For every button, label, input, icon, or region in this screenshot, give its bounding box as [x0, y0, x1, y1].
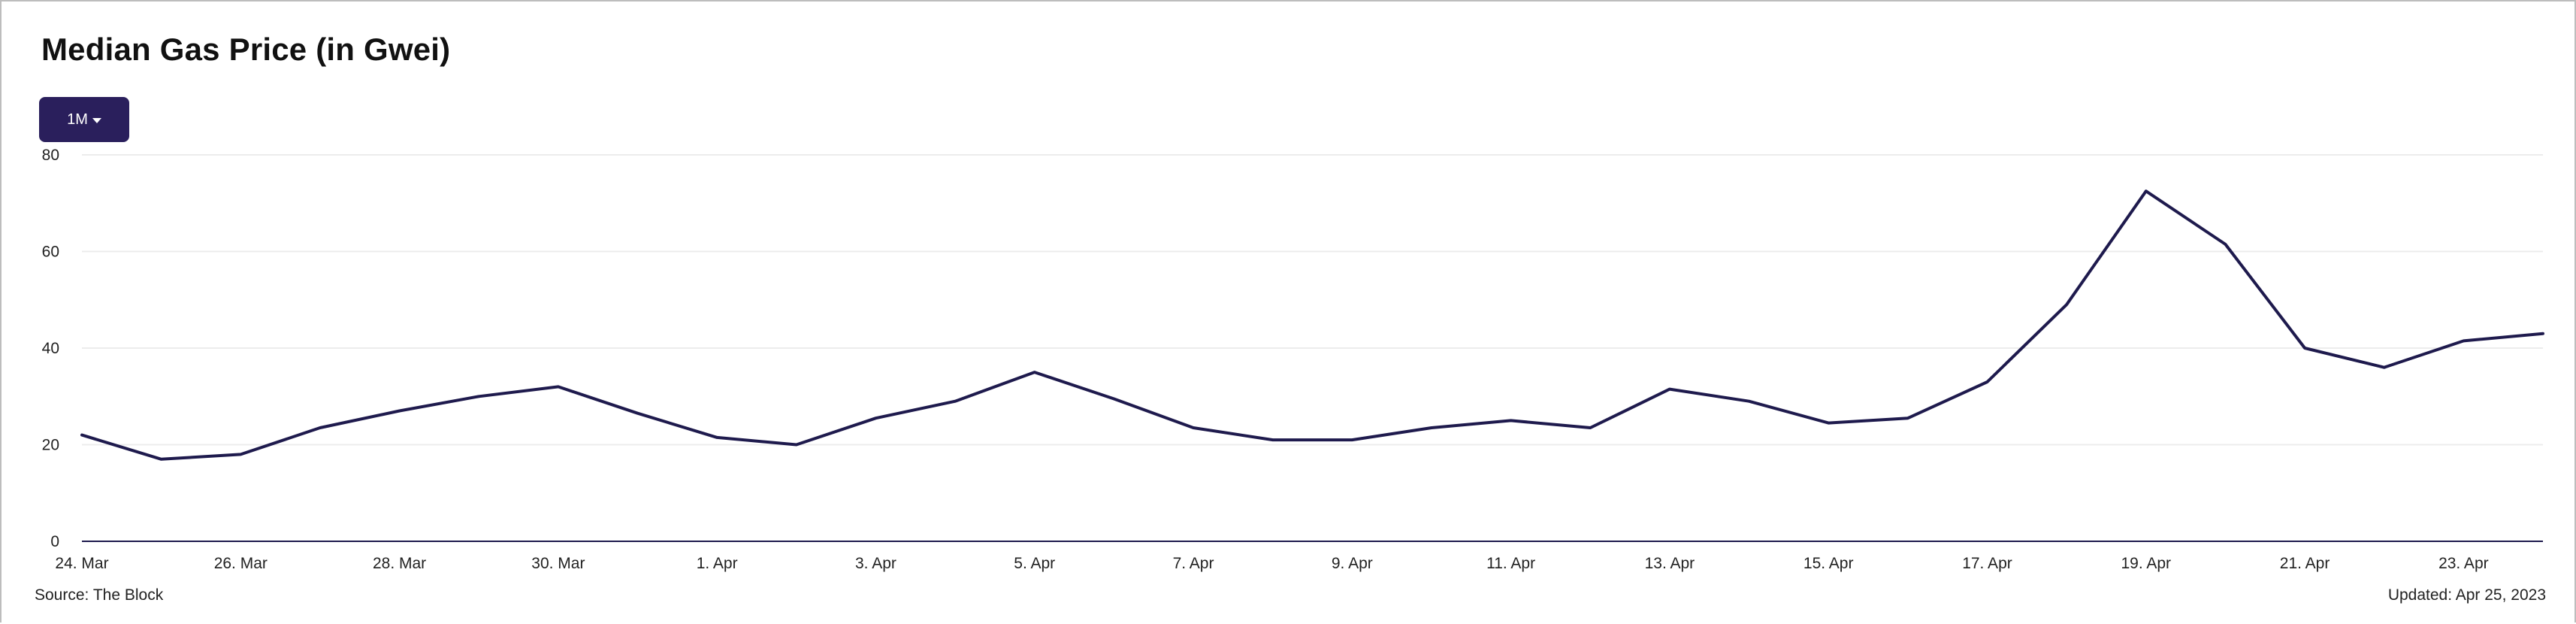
x-tick-label: 30. Mar — [531, 555, 585, 572]
x-tick-label: 17. Apr — [1962, 555, 2012, 572]
chart-title: Median Gas Price (in Gwei) — [41, 32, 451, 67]
y-tick-label: 60 — [42, 244, 59, 261]
x-tick-label: 13. Apr — [1645, 555, 1695, 572]
x-tick-label: 11. Apr — [1486, 555, 1535, 572]
x-tick-label: 1. Apr — [697, 555, 738, 572]
x-tick-label: 7. Apr — [1173, 555, 1214, 572]
y-tick-label: 0 — [50, 533, 59, 550]
time-range-dropdown[interactable]: 1M — [39, 97, 129, 142]
x-tick-label: 19. Apr — [2121, 555, 2171, 572]
y-tick-label: 20 — [42, 437, 59, 454]
y-tick-label: 40 — [42, 340, 59, 357]
line-chart: 0 20 40 60 80 24. Mar 26. Mar 28. Mar 30. Mar 1. … — [42, 147, 2544, 572]
x-tick-label: 28. Mar — [373, 555, 426, 572]
x-tick-label: 5. Apr — [1014, 555, 1055, 572]
x-tick-label: 3. Apr — [855, 555, 896, 572]
x-tick-label: 9. Apr — [1332, 555, 1373, 572]
x-tick-label: 26. Mar — [214, 555, 268, 572]
x-tick-label: 23. Apr — [2438, 555, 2489, 572]
updated-note: Updated: Apr 25, 2023 — [2387, 586, 2546, 604]
time-range-label: 1M — [67, 111, 88, 128]
source-note: Source: The Block — [35, 586, 164, 604]
x-tick-label: 15. Apr — [1804, 555, 1854, 572]
x-tick-label: 21. Apr — [2280, 555, 2330, 572]
series-line — [80, 189, 2544, 461]
x-tick-label: 24. Mar — [55, 555, 108, 572]
y-tick-label: 80 — [42, 147, 59, 164]
caret-down-icon — [92, 117, 101, 123]
